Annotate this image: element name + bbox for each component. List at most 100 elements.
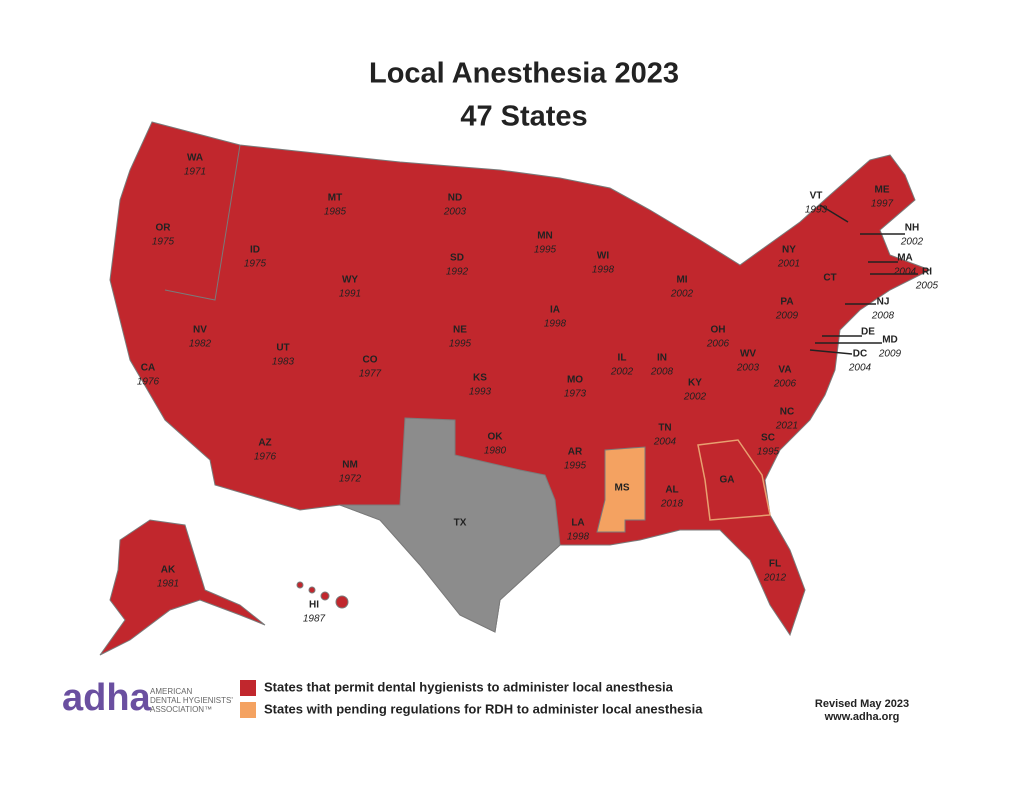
state-year: 2006	[773, 379, 797, 390]
title: Local Anesthesia 2023	[369, 58, 679, 90]
state-abbr: RI	[922, 267, 932, 278]
state-abbr: SD	[450, 253, 464, 264]
state-year: 1995	[534, 245, 557, 256]
state-abbr: IL	[618, 353, 627, 364]
state-year: 2008	[871, 311, 895, 322]
state-abbr: OR	[156, 223, 172, 234]
state-abbr: LA	[571, 518, 584, 529]
state-abbr: TX	[454, 518, 467, 529]
state-year: 2004	[893, 267, 917, 278]
state-year: 1982	[189, 339, 212, 350]
state-year: 1977	[359, 369, 382, 380]
state-year: 2021	[775, 421, 798, 432]
logo-mark: adha	[62, 677, 152, 719]
state-abbr: OK	[488, 432, 504, 443]
state-abbr: WV	[740, 349, 756, 360]
state-abbr: MO	[567, 375, 583, 386]
map	[99, 121, 932, 656]
state-year: 1991	[339, 289, 361, 300]
state-year: 1998	[544, 319, 567, 330]
state-abbr: GA	[720, 475, 735, 486]
state-abbr: AR	[568, 447, 583, 458]
state-year: 2005	[915, 281, 939, 292]
state-abbr: WY	[342, 275, 358, 286]
state-abbr: VA	[778, 365, 791, 376]
state-abbr: NC	[780, 407, 794, 418]
legend-label: States that permit dental hygienists to …	[264, 679, 674, 694]
legend-swatch	[240, 680, 256, 696]
logo-text: AMERICAN	[150, 687, 192, 696]
state-year: 1975	[152, 237, 175, 248]
state-abbr: FL	[769, 559, 781, 570]
state-year: 2009	[878, 349, 902, 360]
state-abbr: IA	[550, 305, 560, 316]
state-abbr: WI	[597, 251, 609, 262]
state-year: 2002	[683, 392, 707, 403]
state-abbr: CO	[363, 355, 378, 366]
state-abbr: CA	[141, 363, 155, 374]
logo-text: ASSOCIATION™	[150, 705, 212, 714]
state-abbr: WA	[187, 153, 203, 164]
state-year: 1995	[564, 461, 587, 472]
state-year: 2003	[736, 363, 760, 374]
subtitle: 47 States	[460, 101, 587, 133]
state-abbr: MI	[676, 275, 687, 286]
state-year: 1997	[871, 199, 894, 210]
state-year: 2003	[443, 207, 467, 218]
texas	[339, 417, 561, 633]
state-year: 1973	[564, 389, 587, 400]
state-year: 2012	[763, 573, 787, 584]
state-borders	[164, 144, 241, 301]
state-year: 2002	[900, 237, 924, 248]
state-year: 1971	[184, 167, 206, 178]
state-abbr: HI	[309, 600, 319, 611]
state-abbr: IN	[657, 353, 667, 364]
leader-lines	[809, 204, 918, 355]
state-abbr: MN	[537, 231, 553, 242]
state-year: 2004	[848, 363, 872, 374]
state-year: 1976	[254, 452, 277, 463]
state-abbr: MT	[328, 193, 342, 204]
state-abbr: NY	[782, 245, 796, 256]
state-year: 1998	[592, 265, 615, 276]
state-abbr: MD	[882, 335, 898, 346]
state-year: 1975	[244, 259, 267, 270]
state-year: 1995	[449, 339, 472, 350]
state-year: 2002	[670, 289, 694, 300]
alaska	[99, 519, 266, 656]
contiguous-us	[109, 121, 932, 637]
state-abbr: ND	[448, 193, 462, 204]
state-year: 1987	[303, 614, 326, 625]
state-year: 1980	[484, 446, 507, 457]
state-year: 1972	[339, 474, 362, 485]
state-abbr: MA	[897, 253, 913, 264]
state-year: 1981	[157, 579, 179, 590]
state-abbr: TN	[658, 423, 671, 434]
website: www.adha.org	[824, 711, 900, 723]
state-abbr: NJ	[877, 297, 890, 308]
state-year: 2002	[610, 367, 634, 378]
state-abbr: NE	[453, 325, 467, 336]
mississippi	[596, 446, 646, 533]
state-abbr: NM	[342, 460, 358, 471]
state-abbr: MS	[615, 483, 630, 494]
state-year: 1983	[272, 357, 295, 368]
state-abbr: PA	[780, 297, 793, 308]
state-year: 2001	[777, 259, 800, 270]
logo-text: DENTAL HYGIENISTS'	[150, 696, 233, 705]
state-abbr: UT	[276, 343, 289, 354]
state-year: 1998	[567, 532, 590, 543]
revised-note: Revised May 2023	[815, 698, 909, 710]
state-year: 1976	[137, 377, 160, 388]
state-year: 2009	[775, 311, 799, 322]
state-abbr: AL	[665, 485, 678, 496]
state-abbr: AK	[161, 565, 176, 576]
state-year: 1992	[446, 267, 469, 278]
state-abbr: ID	[250, 245, 260, 256]
state-abbr: OH	[711, 325, 726, 336]
state-year: 1985	[324, 207, 347, 218]
state-abbr: DC	[853, 349, 867, 360]
state-abbr: KS	[473, 373, 487, 384]
state-abbr: KY	[688, 378, 702, 389]
